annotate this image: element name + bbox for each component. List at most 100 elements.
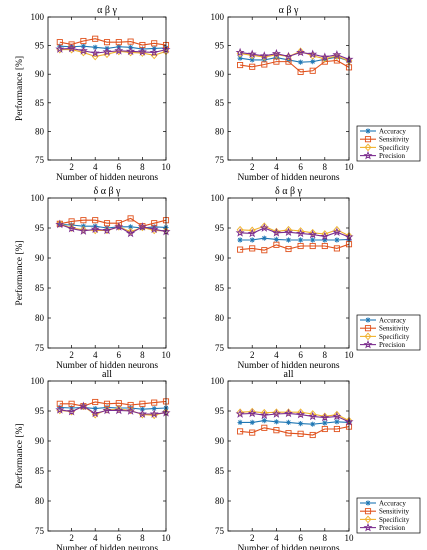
x-tick-label: 10 xyxy=(162,350,172,360)
chart-panel-4: 75 80 85 90 95 100 2 4 6 8 10 δ α β γ Number of hidd… xyxy=(211,186,421,371)
data-point xyxy=(139,400,146,407)
legend-marker xyxy=(363,150,373,160)
data-point xyxy=(151,406,157,412)
data-point xyxy=(284,51,293,61)
data-point xyxy=(68,224,75,232)
data-point xyxy=(309,67,316,74)
x-tick-label: 2 xyxy=(69,162,74,172)
data-point xyxy=(127,38,134,45)
series-line xyxy=(240,237,350,241)
legend-marker xyxy=(364,325,372,332)
data-point xyxy=(259,51,269,60)
data-point xyxy=(320,412,330,422)
data-point xyxy=(309,431,316,439)
y-axis-label: Performance [%] xyxy=(14,56,25,121)
data-point xyxy=(332,50,342,59)
data-point xyxy=(285,408,292,417)
legend-marker xyxy=(365,317,371,323)
data-point xyxy=(310,421,316,427)
data-point xyxy=(273,236,279,242)
x-axis-label: Number of hidden neurons xyxy=(237,543,339,550)
y-tick-label: 90 xyxy=(215,253,225,263)
y-tick-label: 95 xyxy=(35,223,45,233)
y-axis-label: Performance [%] xyxy=(14,423,25,488)
legend-marker xyxy=(364,508,372,515)
data-point xyxy=(298,59,304,65)
y-tick-label: 80 xyxy=(35,313,45,323)
data-point xyxy=(127,215,134,222)
data-point xyxy=(115,39,122,46)
data-point xyxy=(321,242,328,250)
chart-panel-6: 75 80 85 90 95 100 2 4 6 8 10 all Number of hidden n… xyxy=(211,369,421,550)
series-line xyxy=(240,426,350,436)
data-point xyxy=(235,228,245,237)
data-point xyxy=(308,49,318,58)
legend-entry-accuracy: Accuracy xyxy=(360,127,406,135)
data-point xyxy=(334,54,340,60)
x-tick-label: 10 xyxy=(345,350,355,360)
legend-entry-accuracy: Accuracy xyxy=(360,316,406,324)
series-line xyxy=(59,400,167,407)
data-point xyxy=(67,406,77,416)
data-point xyxy=(285,225,292,234)
data-point xyxy=(285,430,292,437)
legend-label: Sensitivity xyxy=(379,508,409,516)
y-tick-label: 80 xyxy=(215,496,225,506)
data-point xyxy=(321,54,329,63)
series-accuracy xyxy=(237,418,352,427)
y-tick-label: 100 xyxy=(31,12,45,22)
data-point xyxy=(55,405,65,414)
data-point xyxy=(115,220,122,227)
data-point xyxy=(271,228,281,237)
data-point xyxy=(322,237,328,243)
chart-panel-3: 75 80 85 90 95 100 2 4 6 8 10 δ α β γ Number of hidd… xyxy=(14,186,171,371)
data-point xyxy=(149,409,159,418)
x-tick-label: 2 xyxy=(250,350,255,360)
legend-entry-precision: Precision xyxy=(360,339,406,349)
series-line xyxy=(240,411,350,422)
x-tick-label: 4 xyxy=(93,162,98,172)
data-point xyxy=(249,429,256,436)
y-tick-label: 90 xyxy=(35,69,45,79)
data-point xyxy=(237,419,243,425)
y-tick-label: 85 xyxy=(35,466,45,476)
y-tick-label: 85 xyxy=(215,283,225,293)
data-point xyxy=(321,425,328,433)
chart-title: α β γ xyxy=(279,5,299,16)
data-point xyxy=(103,405,111,414)
x-tick-label: 4 xyxy=(274,162,279,172)
y-axis-label: Performance [%] xyxy=(14,240,25,305)
legend-marker xyxy=(364,515,372,524)
data-point xyxy=(90,408,100,418)
data-point xyxy=(127,406,134,415)
data-point xyxy=(92,44,98,50)
y-tick-label: 90 xyxy=(215,69,225,79)
data-point xyxy=(151,399,158,406)
data-point xyxy=(67,223,77,233)
legend-marker xyxy=(365,500,371,506)
data-point xyxy=(128,224,134,230)
series-precision xyxy=(235,408,354,426)
data-point xyxy=(333,245,340,252)
data-point xyxy=(149,47,159,57)
data-point xyxy=(151,40,158,47)
data-point xyxy=(92,35,99,42)
data-point xyxy=(90,48,100,57)
data-point xyxy=(296,409,306,419)
series-line xyxy=(59,405,167,415)
data-point xyxy=(271,48,281,58)
series-line xyxy=(240,243,350,251)
series-sensitivity xyxy=(56,398,170,410)
chart-panel-1: 75 80 85 90 95 100 2 4 6 8 10 α β γ Number of hidden… xyxy=(14,5,171,183)
data-point xyxy=(297,227,304,235)
data-point xyxy=(78,226,88,235)
data-point xyxy=(235,47,245,57)
data-point xyxy=(321,230,329,238)
chart-panel-2: 75 80 85 90 95 100 2 4 6 8 10 α β γ Number of hidden… xyxy=(211,5,421,183)
data-point xyxy=(126,406,136,415)
data-point xyxy=(297,68,304,75)
data-point xyxy=(284,408,293,418)
series-precision xyxy=(235,47,354,64)
chart-title: all xyxy=(284,369,294,380)
